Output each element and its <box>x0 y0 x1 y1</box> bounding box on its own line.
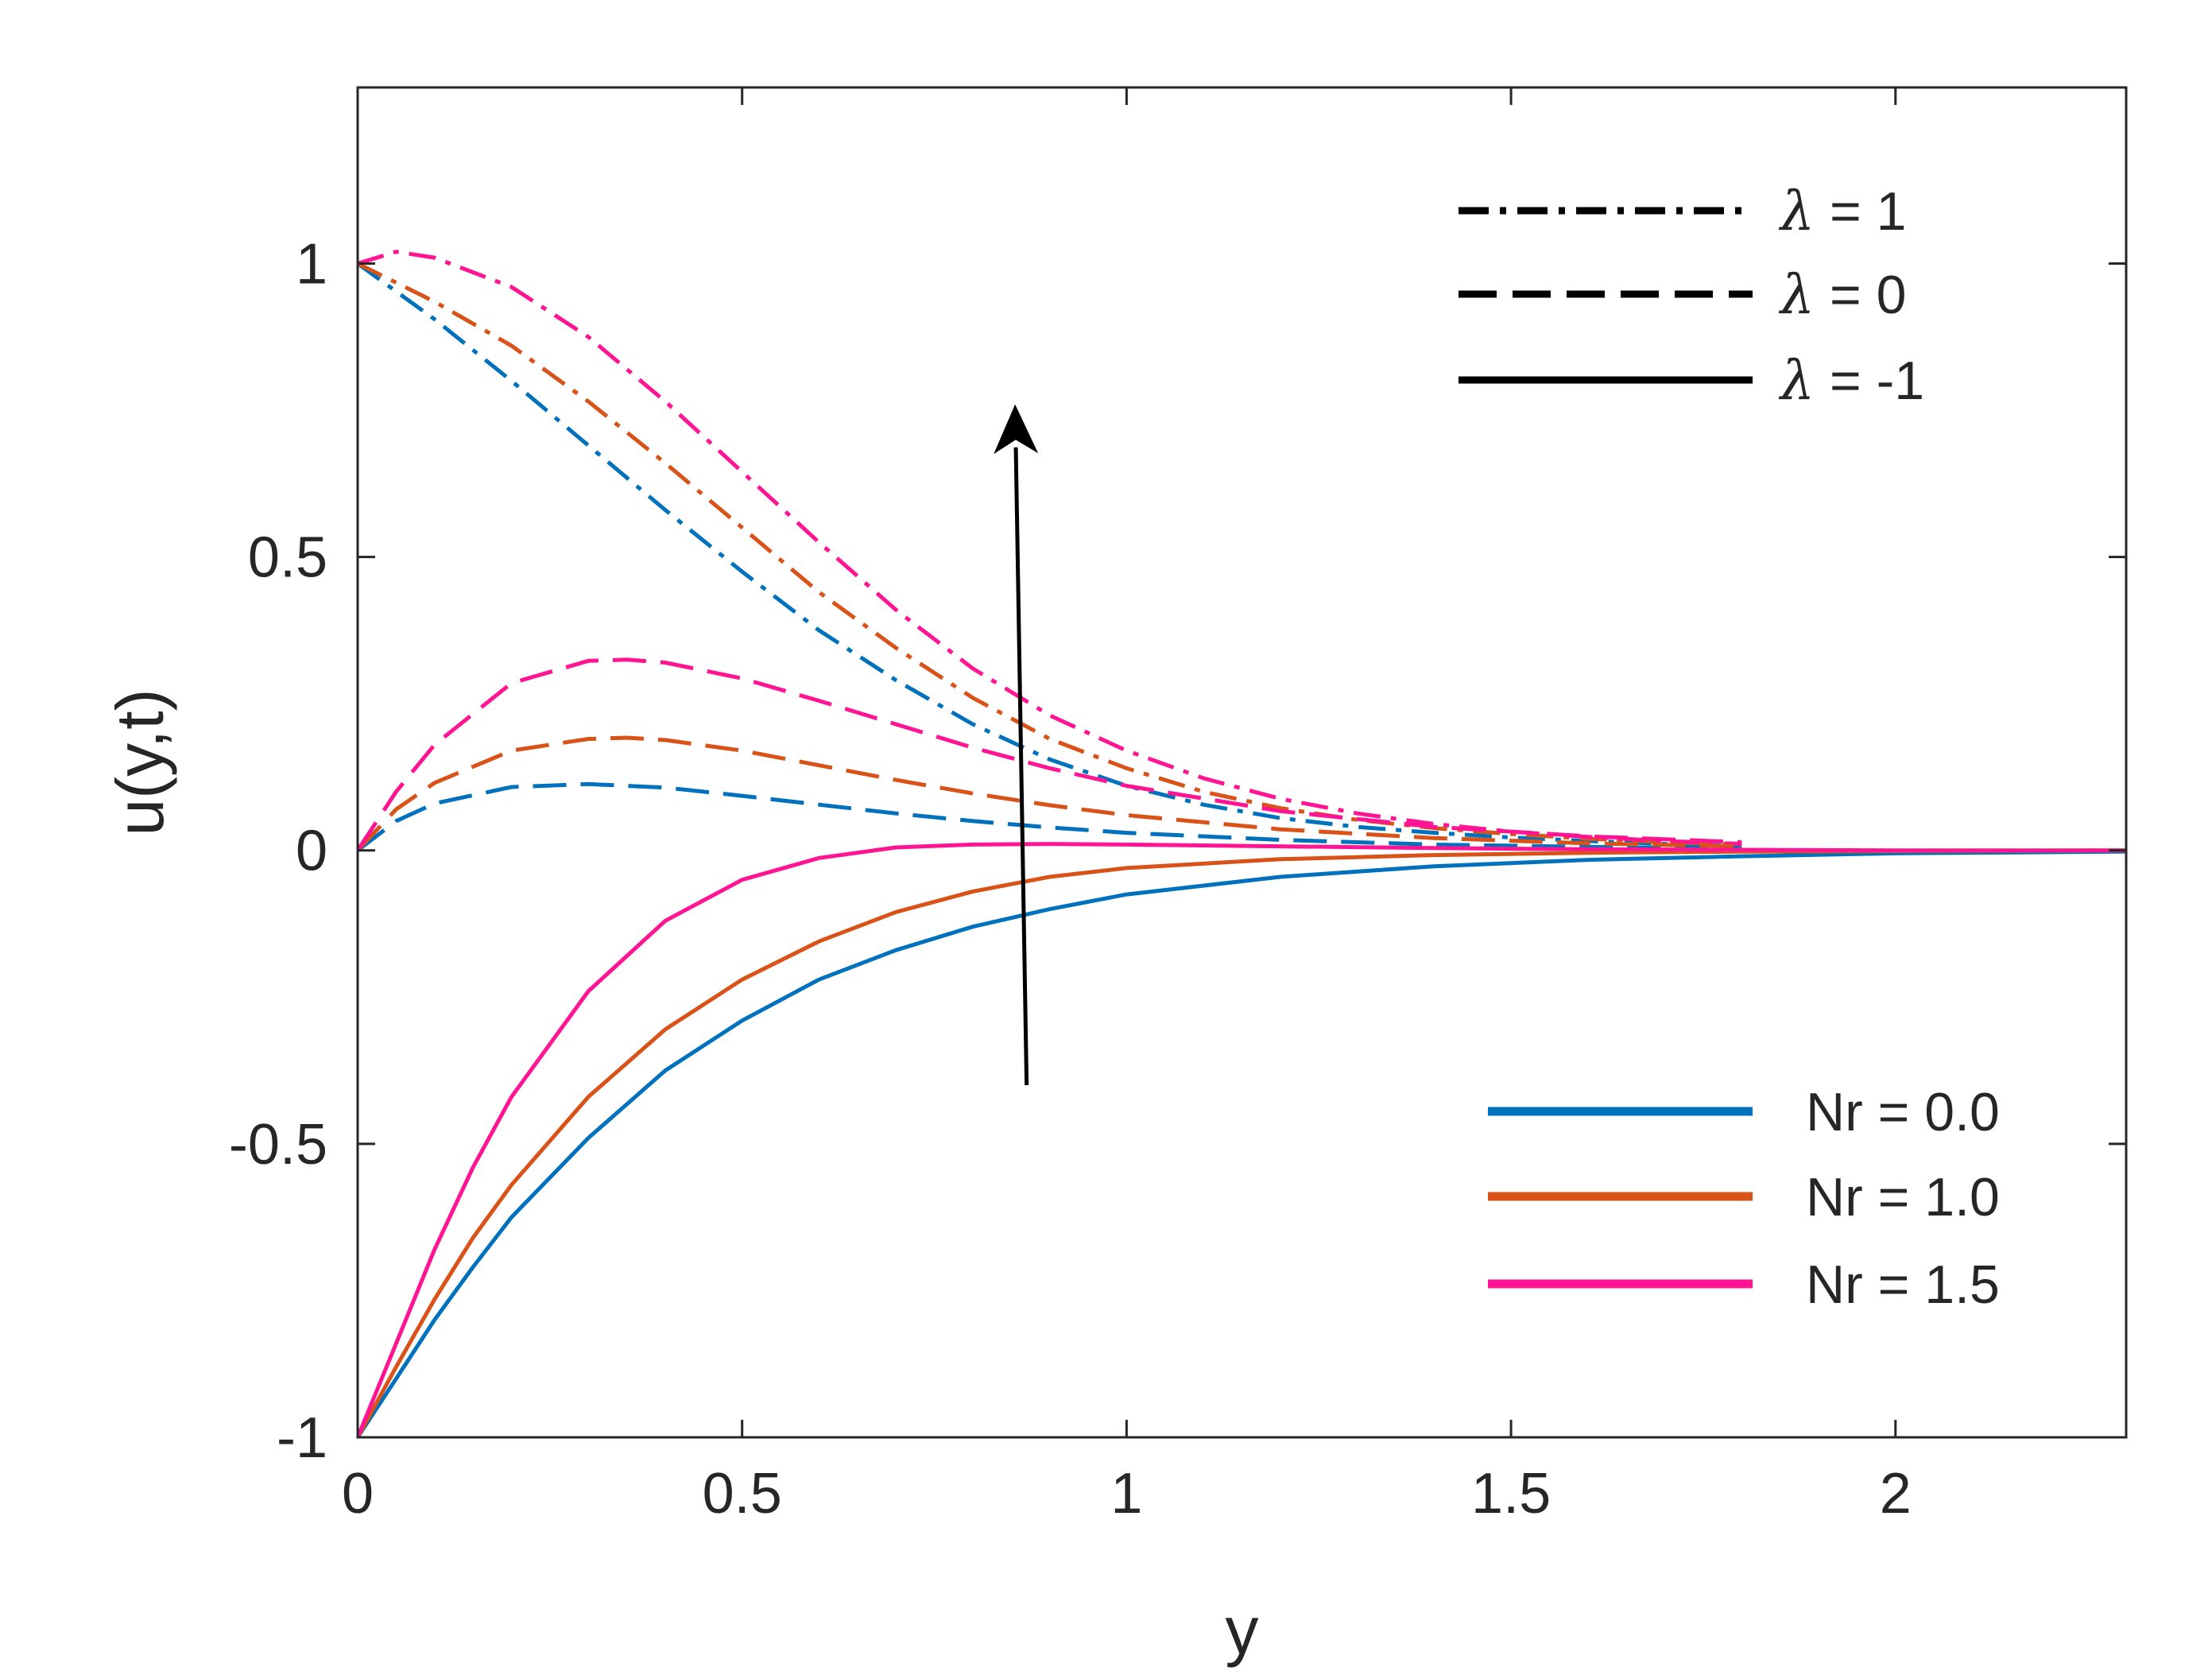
y-axis-label: u(y,t) <box>103 688 177 836</box>
legend-style-label: λ = 0 <box>1778 264 1906 327</box>
y-tick-label: -0.5 <box>229 1113 327 1177</box>
annotation-layer <box>994 404 1039 1086</box>
series-line-5-dashed <box>358 735 1742 852</box>
legend-color-label: Nr = 1.0 <box>1806 1167 2000 1227</box>
trend-arrow-head <box>994 404 1039 455</box>
legend-style-label: λ = 1 <box>1778 180 1906 243</box>
x-tick-label: 2 <box>1880 1462 1912 1526</box>
y-tick-label: 1 <box>296 232 327 296</box>
axes-layer: 0 0.5 1 1.5 2 -1 -0.5 0 0.5 1 y u(y,t) <box>103 86 2128 1668</box>
x-tick-label: 1.5 <box>1471 1462 1551 1526</box>
legend-style-label: λ = -1 <box>1778 350 1924 413</box>
y-tick-label: -1 <box>277 1406 327 1470</box>
legend-color-label: Nr = 1.5 <box>1806 1254 2000 1315</box>
series-line-2-dashdot <box>358 262 1742 847</box>
series-line-6-dashed <box>358 657 1742 852</box>
series-layer <box>358 250 2126 1437</box>
plot-frame <box>356 86 2128 1439</box>
trend-arrow-shaft <box>1013 447 1029 1086</box>
legend-color-label: Nr = 0.0 <box>1806 1082 2000 1142</box>
y-tick-label: 0.5 <box>248 526 327 590</box>
series-line-7-solid <box>358 849 2126 1437</box>
series-line-1-dashdot <box>358 262 1742 848</box>
legend-layer: λ = 1 λ = 0 λ = -1 Nr = 0.0 Nr = 1.0 Nr = 1.5 <box>1459 180 2000 1315</box>
x-tick-label: 1 <box>1110 1462 1142 1526</box>
series-line-4-dashed <box>358 781 1742 852</box>
x-axis-label: y <box>1226 1593 1259 1668</box>
series-line-3-dashdot <box>358 250 1742 847</box>
y-tick-label: 0 <box>296 820 327 883</box>
x-tick-label: 0.5 <box>703 1462 782 1526</box>
x-tick-label: 0 <box>342 1462 374 1526</box>
series-line-9-solid <box>358 842 2126 1437</box>
series-line-8-solid <box>358 848 2126 1437</box>
